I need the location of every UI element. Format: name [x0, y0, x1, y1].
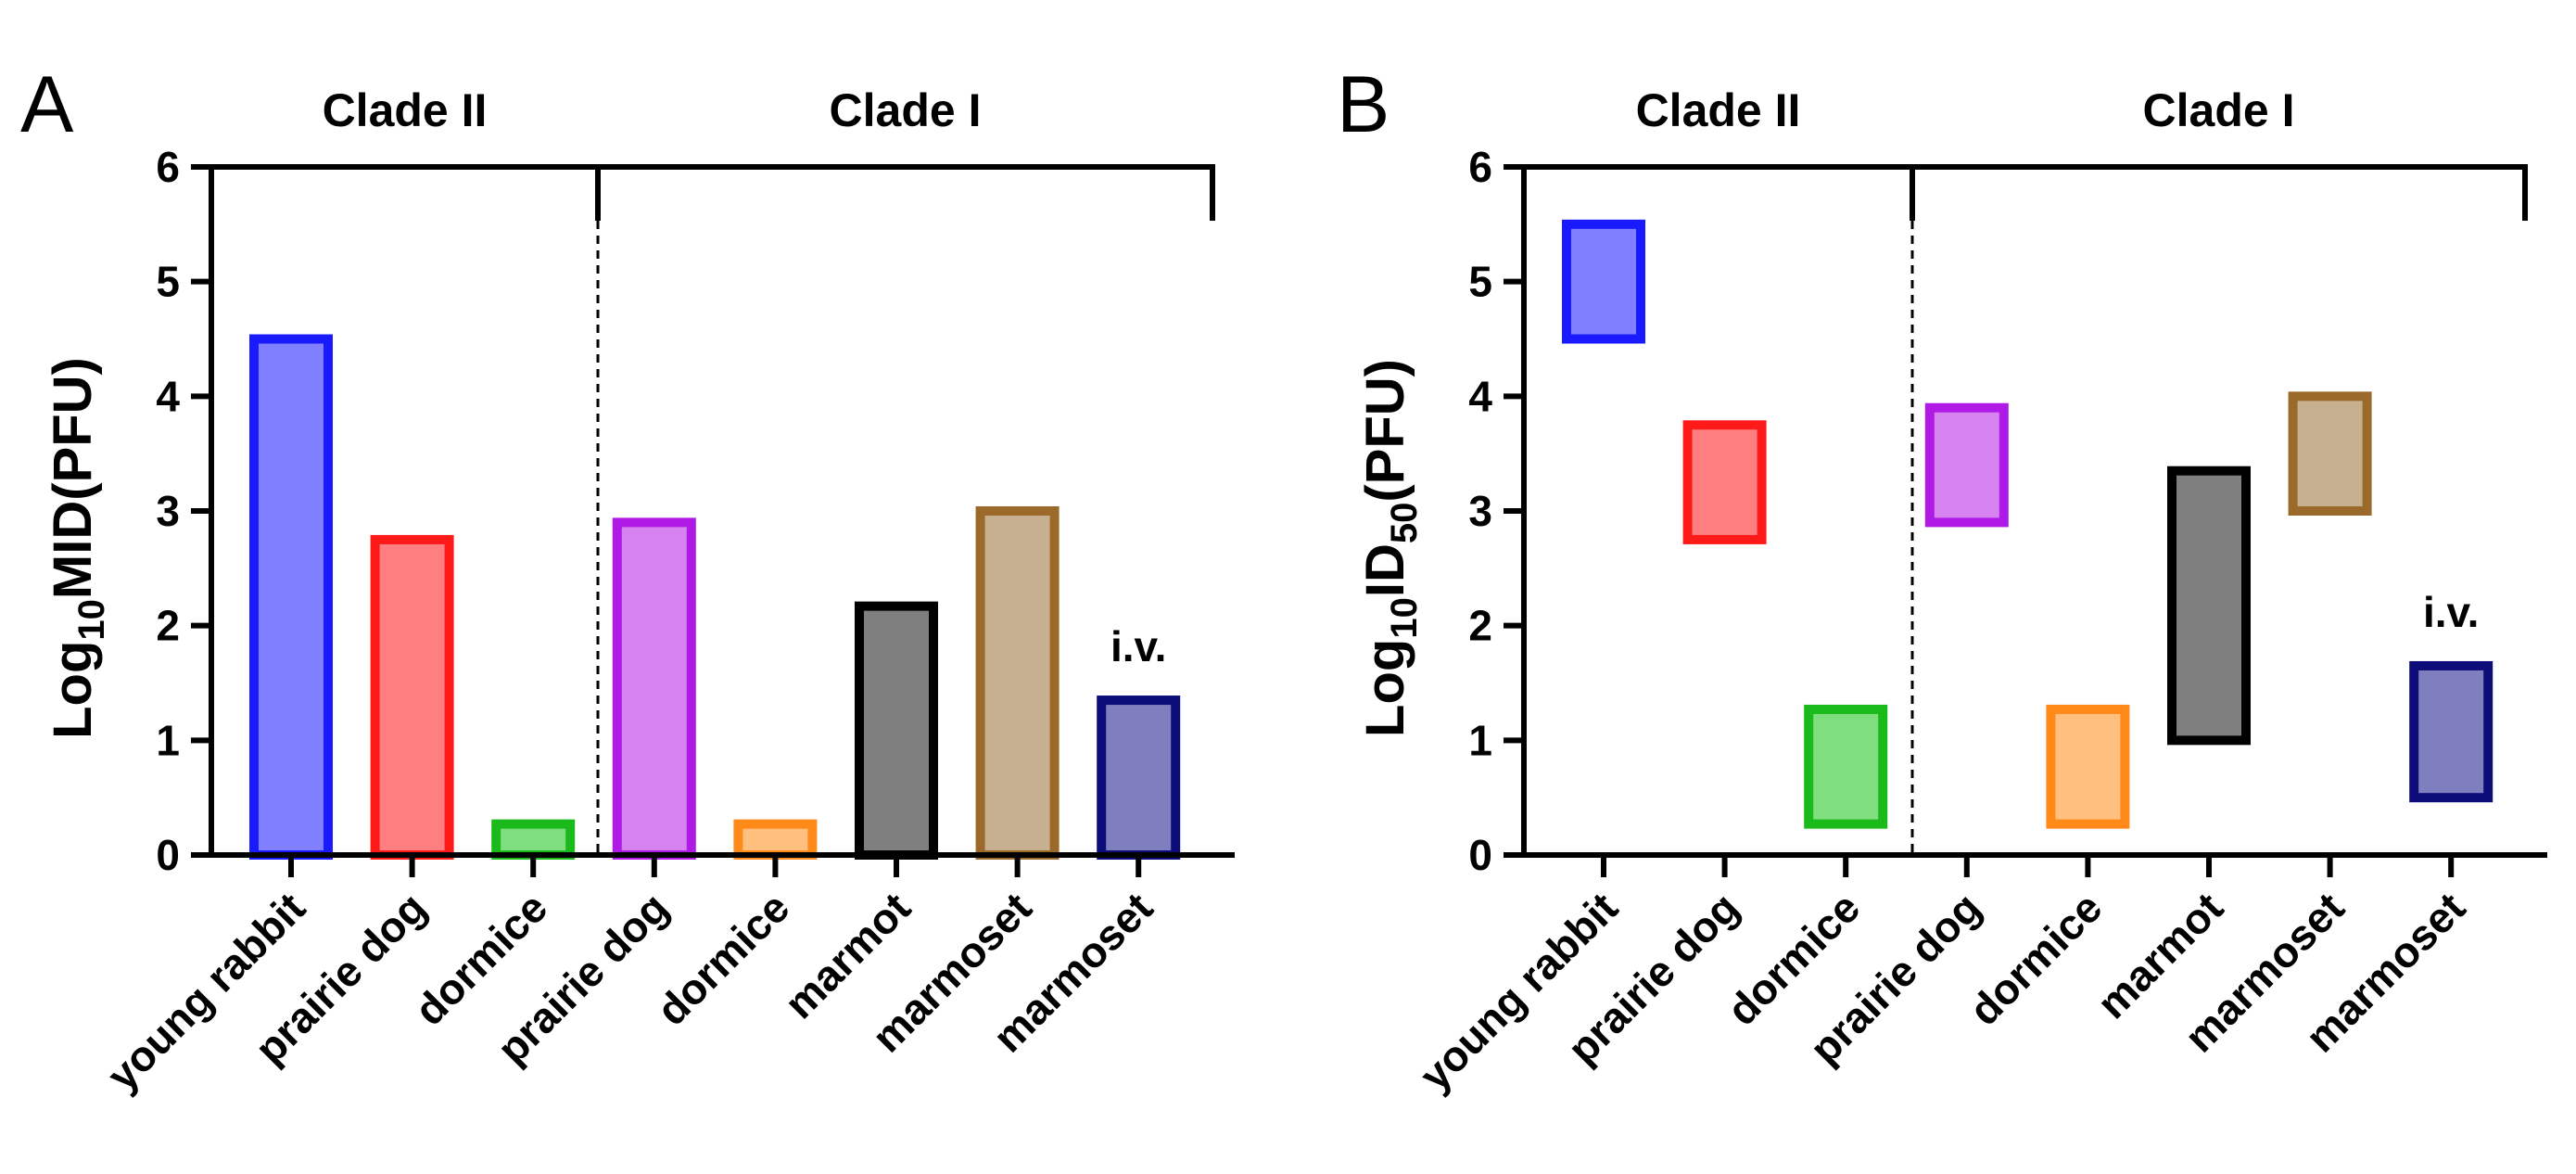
y-tick-label: 5: [156, 258, 180, 306]
bar-4: [612, 517, 696, 860]
x-tick-label: dormice: [1960, 883, 2111, 1034]
bar-7: [2288, 391, 2372, 517]
y-tick-label: 1: [156, 716, 180, 764]
annotation-iv: i.v.: [2423, 588, 2480, 636]
clade-label: Clade II: [323, 84, 488, 136]
clade-label: Clade II: [1636, 84, 1801, 136]
y-tick-label: 6: [156, 143, 180, 191]
y-tick-label: 2: [1468, 602, 1492, 650]
y-tick-label: 5: [1468, 258, 1492, 306]
bar-1: [249, 334, 333, 860]
y-tick-label: 0: [156, 831, 180, 879]
bar-6: [2167, 466, 2251, 746]
panel-letter: B: [1337, 60, 1390, 149]
y-tick-label: 3: [1468, 487, 1492, 535]
bar-8: [2409, 660, 2494, 803]
x-tick-label: dormice: [647, 883, 798, 1034]
annotation-iv: i.v.: [1110, 622, 1167, 670]
y-tick-label: 4: [1468, 372, 1492, 420]
y-axis-label: Log10ID50(PFU): [1355, 359, 1425, 737]
clade-label: Clade I: [830, 84, 982, 136]
bar-2: [1682, 420, 1767, 544]
y-tick-label: 6: [1468, 143, 1492, 191]
y-tick-label: 1: [1468, 716, 1492, 764]
clade-label: Clade I: [2143, 84, 2295, 136]
y-tick-label: 4: [156, 372, 180, 420]
y-axis-label: Log10MID(PFU): [43, 357, 112, 739]
bar-4: [1924, 402, 2009, 528]
bar-8: [1097, 695, 1181, 860]
bar-1: [1562, 219, 1645, 344]
bar-7: [975, 506, 1060, 860]
y-tick-label: 3: [156, 487, 180, 535]
bar-5: [733, 819, 818, 860]
bar-3: [491, 819, 576, 860]
y-tick-label: 0: [1468, 831, 1492, 879]
bar-3: [1804, 704, 1888, 829]
panel-letter: A: [20, 60, 74, 149]
bar-5: [2046, 704, 2130, 829]
y-tick-label: 2: [156, 602, 180, 650]
bar-6: [855, 601, 938, 860]
bar-2: [370, 534, 454, 861]
